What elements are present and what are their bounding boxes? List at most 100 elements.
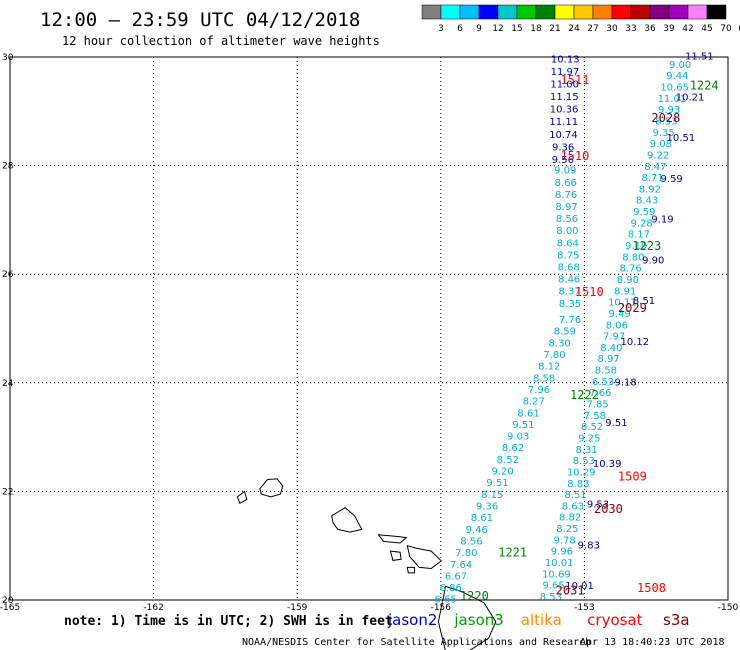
colorbar-label: 24 [568,24,580,34]
pass-number-label: 1508 [637,581,666,595]
y-tick-label: 26 [2,270,14,280]
colorbar-label: 18 [530,24,542,34]
colorbar-label: 42 [682,24,693,34]
pass-number-label: 2031 [556,584,585,598]
wave-height-value: 9.44 [666,71,688,82]
wave-height-value: 11.15 [550,92,579,103]
wave-height-value: 8.58 [595,366,617,377]
wave-height-value: 9.03 [507,432,529,443]
y-tick-label: 20 [2,596,14,606]
wave-height-value: 10.12 [621,337,650,348]
wave-height-value: 8.83 [567,479,589,490]
wave-height-value: 8.66 [555,178,577,189]
map-title: 12:00 – 23:59 UTC 04/12/2018 [40,9,360,31]
wave-height-value: 9.96 [551,547,573,558]
pass-number-label: 2030 [594,502,623,516]
island-oahu [331,507,363,533]
wave-height-value: 9.00 [669,60,691,71]
pass-number-label: 1223 [632,239,661,253]
wave-height-value: 11.00 [550,80,579,91]
wave-height-value: 8.17 [628,230,650,241]
wave-height-value: 8.00 [556,226,578,237]
wave-height-value: 10.11 [608,298,637,309]
wave-height-value: 9.51 [486,478,508,489]
wave-height-value: 8.75 [557,250,579,261]
wave-height-value: 11.11 [549,117,578,128]
colorbar-swatch [459,4,480,20]
wave-height-value: 8.63 [562,501,584,512]
wave-height-value: 9.90 [642,255,664,266]
wave-height-value: 9.28 [631,218,653,229]
colorbar-swatch [497,4,518,20]
island-molokai [377,534,408,544]
wave-height-value: 9.65 [543,581,565,592]
wave-height-value: 8.51 [565,490,587,501]
x-tick-label: -159 [287,603,308,613]
colorbar-swatch [649,4,670,20]
wave-height-value: 9.22 [647,150,669,161]
wave-height-value: 9.51 [512,420,534,431]
colorbar-label: (ft) [738,24,740,34]
wave-height-value: 9.59 [661,174,683,185]
colorbar-label: 70 [720,24,732,34]
wave-height-value: 8.58 [533,373,555,384]
legend-jason2: jason2 [387,611,437,629]
legend-altika: altika [521,611,562,629]
colorbar-swatch [611,4,632,20]
wave-height-value: 10.39 [593,459,622,470]
wave-height-value: 8.43 [636,196,658,207]
wave-height-value: 8.61 [471,513,493,524]
pass-number-label: 1224 [690,79,719,93]
pass-number-label: 1221 [498,546,527,560]
wave-height-value: 7.80 [455,548,477,559]
wave-height-value: 11.97 [551,67,580,78]
legend-jason3: jason3 [453,611,503,629]
colorbar-swatch [440,4,461,20]
wave-height-value: 10.01 [545,558,574,569]
wave-height-value: 6.86 [440,583,462,594]
coastline [236,478,497,650]
wave-height-value: 6.65 [434,595,456,606]
pass-labels: 1511 1510 1510 1509 1508 1224 1223 1222 1221 1220… [460,73,719,603]
wave-height-value: 10.13 [551,54,580,65]
wave-height-value: 8.71 [642,173,664,184]
wave-height-value: 8.27 [523,397,545,408]
wave-height-value: 8.30 [549,338,571,349]
wave-height-value: 8.06 [606,320,628,331]
wave-height-value: 8.64 [557,238,579,249]
wave-height-value: 10.01 [565,581,594,592]
colorbar-label: 27 [587,24,598,34]
wave-height-value: 7.58 [584,411,606,422]
wave-height-value: 8.68 [558,262,580,273]
colorbar-swatch [706,4,727,20]
legend-s3a: s3a [663,611,690,629]
island-kahoolawe [406,566,415,574]
colorbar-label: 15 [511,24,522,34]
wave-height-value: 8.56 [460,536,482,547]
wave-height-value: 8.61 [517,408,539,419]
colorbar-swatch [573,4,594,20]
colorbar-label: 33 [625,24,636,34]
wave-height-value: 10.51 [667,133,696,144]
wave-height-value: 8.90 [617,275,639,286]
footer-credit: NOAA/NESDIS Center for Satellite Applica… [242,637,591,648]
wave-height-value: 8.76 [620,264,642,275]
wave-height-value: 7.96 [528,385,550,396]
wave-height-value: 8.35 [559,299,581,310]
wave-height-value: 8.25 [556,524,578,535]
colorbar-label: 36 [644,24,656,34]
island-niihau [236,490,248,505]
y-tick-label: 28 [2,162,14,172]
wave-height-value: 11.51 [685,52,714,63]
wave-height-value: 8.80 [622,252,644,263]
colorbar-label: 6 [457,24,463,34]
wave-height-value: 9.20 [491,467,513,478]
colorbar-swatch [516,4,537,20]
map-frame [9,56,729,601]
pass-number-label: 1511 [560,73,589,87]
y-tick-label: 24 [2,379,14,389]
wave-height-value: 9.19 [651,215,673,226]
wave-height-value: 9.56 [552,155,574,166]
